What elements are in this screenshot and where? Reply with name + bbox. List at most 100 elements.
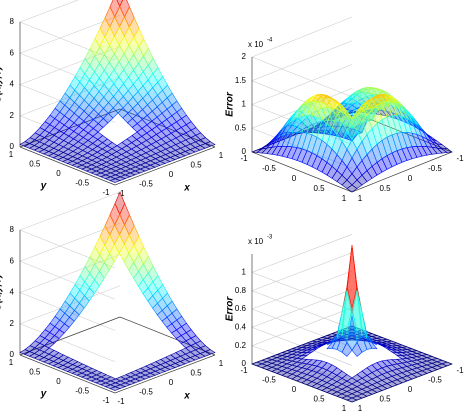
grid-line <box>19 292 116 331</box>
z-axis-label: U(x,y,T) <box>0 274 4 311</box>
x-tick-label: 1 <box>342 404 347 413</box>
x-tick-label: 0 <box>292 174 297 183</box>
x-tick-label: 0.5 <box>313 184 325 193</box>
grid-line <box>19 191 121 231</box>
grid-line <box>251 345 353 384</box>
surface-patch <box>351 341 363 357</box>
z-tick-label: 0 <box>10 142 15 151</box>
axis-box <box>19 354 116 394</box>
grid-line <box>19 285 121 325</box>
z-multiplier: x 10 <box>248 40 264 49</box>
z-tick-label: 6 <box>10 256 15 265</box>
axis-box <box>119 316 216 356</box>
y-tick-label: 0 <box>408 174 413 183</box>
x-tick-label: 0 <box>169 378 174 387</box>
x-tick-label: -0.5 <box>262 164 276 173</box>
x-tick-label: 0.5 <box>190 161 202 170</box>
x-tick-label: 1 <box>219 359 224 368</box>
grid-line <box>19 52 116 92</box>
x-tick-label: -1 <box>117 397 125 406</box>
z-tick-label: 0.6 <box>235 304 247 313</box>
z-tick-label: 2 <box>242 52 247 61</box>
x-tick-label: -1 <box>240 154 248 163</box>
z-tick-label: 0.2 <box>235 341 247 350</box>
panel: 0 0.5 1 1.5 2 -1 -0.5 0 0.5 1 -1 -0.5 0 0.5 1 Error x 10… <box>225 16 464 203</box>
surface-patch <box>341 341 353 357</box>
x-tick-label: -1 <box>117 189 125 198</box>
axis-box <box>19 146 116 186</box>
z-tick-label: 8 <box>10 225 15 234</box>
y-tick-label: 0.5 <box>379 184 391 193</box>
y-tick-label: -0.5 <box>428 164 442 173</box>
x-tick-label: 1 <box>342 194 347 203</box>
z-tick-label: 2 <box>10 111 15 120</box>
grid-line <box>251 252 353 291</box>
surface-patch <box>109 178 121 183</box>
surface-patch <box>116 0 124 8</box>
panel: 0 2 4 6 8 -1 -0.5 0 0.5 1 -1 -0.5 0 0.5 1 x y U(x,y,T) <box>0 0 224 198</box>
z-tick-label: 0.8 <box>235 286 247 295</box>
grid-line <box>251 234 353 273</box>
z-tick-label: 0 <box>242 359 247 368</box>
grid-line <box>251 64 353 105</box>
grid-line <box>251 80 353 122</box>
z-tick-label: 8 <box>10 17 15 26</box>
x-tick-label: -0.5 <box>139 388 153 397</box>
z-tick-label: 1 <box>242 100 247 109</box>
panel: 0 0.2 0.4 0.6 0.8 1 -1 -0.5 0 0.5 1 -1 -0.5 0 0.5 1 Erro… <box>225 234 464 413</box>
grid-line <box>19 229 116 269</box>
x-tick-label: 1 <box>219 151 224 160</box>
axis-box <box>114 354 216 394</box>
y-tick-label: 0.5 <box>29 160 41 169</box>
z-tick-label: 4 <box>10 288 15 297</box>
z-exponent: -3 <box>267 235 273 241</box>
x-tick-label: 0.5 <box>190 369 202 378</box>
x-tick-label: -0.5 <box>139 180 153 189</box>
grid-line <box>251 270 353 310</box>
y-tick-label: 0.5 <box>29 368 41 377</box>
surface-patch <box>346 184 358 193</box>
y-tick-label: 1 <box>358 404 363 413</box>
grid-line <box>251 16 353 58</box>
y-tick-label: -1 <box>456 366 464 375</box>
z-exponent: -4 <box>267 38 273 44</box>
y-tick-label: 0 <box>408 385 413 394</box>
z-tick-label: 0.4 <box>235 322 247 331</box>
z-tick-label: 1.5 <box>235 76 247 85</box>
y-tick-label: 1 <box>358 194 363 203</box>
x-axis-label: x <box>183 391 190 402</box>
z-tick-label: 0.5 <box>235 123 247 132</box>
x-tick-label: 0 <box>292 385 297 394</box>
y-tick-label: -1 <box>456 154 464 163</box>
x-tick-label: -1 <box>240 366 248 375</box>
y-tick-label: 0 <box>56 377 61 386</box>
y-axis-label: y <box>40 389 47 400</box>
grid-line <box>19 0 79 23</box>
x-tick-label: 0.5 <box>313 395 325 404</box>
grid-line <box>19 77 121 117</box>
x-tick-label: -0.5 <box>262 376 276 385</box>
surface-patch <box>109 386 121 391</box>
z-tick-label: 2 <box>10 319 15 328</box>
panel: 0 2 4 6 8 -1 -0.5 0 0.5 1 -1 -0.5 0 0.5 1 x y U(x,y,T) <box>0 191 224 406</box>
z-tick-label: 0 <box>242 147 247 156</box>
x-axis-label: x <box>183 183 190 194</box>
axis-box <box>114 146 216 186</box>
grid-line <box>251 307 353 346</box>
y-tick-label: -0.5 <box>75 179 89 188</box>
z-axis-label: U(x,y,T) <box>0 66 4 103</box>
y-axis-label: y <box>40 181 47 192</box>
y-tick-label: -0.5 <box>75 387 89 396</box>
surface-patch <box>346 397 358 403</box>
grid-line <box>19 260 116 300</box>
z-tick-label: 0 <box>10 350 15 359</box>
y-tick-label: 0 <box>56 169 61 178</box>
grid-line <box>251 40 353 82</box>
z-axis-label: Error <box>225 91 236 117</box>
z-tick-label: 4 <box>10 80 15 89</box>
y-tick-label: -0.5 <box>428 376 442 385</box>
grid-line <box>251 87 353 129</box>
surface <box>19 0 216 183</box>
grid-line <box>251 290 353 329</box>
